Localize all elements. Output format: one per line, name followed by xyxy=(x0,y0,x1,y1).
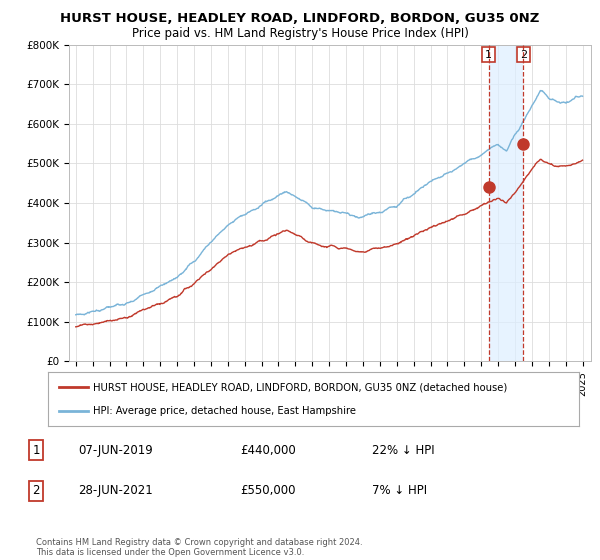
Text: 2: 2 xyxy=(520,50,527,60)
Text: 22% ↓ HPI: 22% ↓ HPI xyxy=(372,444,434,456)
Text: 7% ↓ HPI: 7% ↓ HPI xyxy=(372,484,427,497)
Text: £440,000: £440,000 xyxy=(240,444,296,456)
Text: £550,000: £550,000 xyxy=(240,484,296,497)
Text: 1: 1 xyxy=(485,50,492,60)
Text: Price paid vs. HM Land Registry's House Price Index (HPI): Price paid vs. HM Land Registry's House … xyxy=(131,27,469,40)
Text: HURST HOUSE, HEADLEY ROAD, LINDFORD, BORDON, GU35 0NZ: HURST HOUSE, HEADLEY ROAD, LINDFORD, BOR… xyxy=(61,12,539,25)
Text: Contains HM Land Registry data © Crown copyright and database right 2024.
This d: Contains HM Land Registry data © Crown c… xyxy=(36,538,362,557)
Bar xyxy=(488,45,523,361)
Text: 1: 1 xyxy=(32,444,40,456)
Text: HURST HOUSE, HEADLEY ROAD, LINDFORD, BORDON, GU35 0NZ (detached house): HURST HOUSE, HEADLEY ROAD, LINDFORD, BOR… xyxy=(93,382,508,393)
Text: 2: 2 xyxy=(32,484,40,497)
Text: HPI: Average price, detached house, East Hampshire: HPI: Average price, detached house, East… xyxy=(93,405,356,416)
Text: 28-JUN-2021: 28-JUN-2021 xyxy=(78,484,153,497)
Text: 07-JUN-2019: 07-JUN-2019 xyxy=(78,444,153,456)
